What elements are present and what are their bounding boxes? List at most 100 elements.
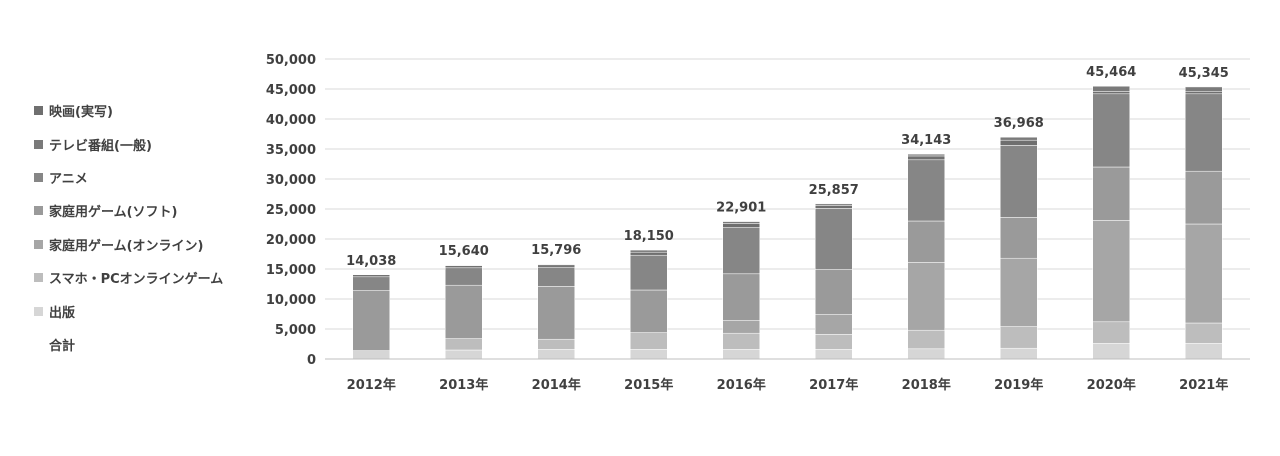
total-label: 22,901 [716, 201, 766, 216]
total-label: 25,857 [809, 183, 859, 198]
total-label: 15,640 [439, 244, 489, 259]
bar-segment [722, 227, 760, 275]
y-tick-label: 35,000 [266, 143, 316, 158]
bar-segment [1092, 343, 1130, 360]
y-tick-label: 40,000 [266, 113, 316, 128]
y-tick-label: 0 [307, 353, 316, 368]
bar-segment [537, 349, 575, 360]
bar-segment [1185, 170, 1223, 225]
bar-segment [352, 274, 390, 278]
bar-segment [907, 153, 945, 157]
bar-segment [537, 286, 575, 340]
bar-segment [722, 332, 760, 350]
legend-label: アニメ [49, 171, 88, 187]
bar-segment [537, 266, 575, 287]
bar-segment [1185, 86, 1223, 92]
bar-segment [815, 205, 853, 209]
bar-segment [722, 221, 760, 224]
bar-segment [815, 269, 853, 315]
legend-item: スマホ・PCオンラインゲーム [34, 261, 254, 294]
bar-segment [630, 349, 668, 360]
bar-segment [1000, 347, 1038, 360]
x-tick-label: 2012年 [347, 377, 396, 393]
bar-segment [907, 262, 945, 331]
x-tick-label: 2020年 [1087, 377, 1136, 393]
bar-segment [907, 220, 945, 263]
y-tick-label: 50,000 [266, 53, 316, 68]
legend-label: 出版 [49, 305, 76, 321]
bar-segment [1000, 136, 1038, 141]
legend-label: 家庭用ゲーム(オンライン) [49, 238, 204, 254]
bar-segment [445, 267, 483, 286]
legend-label: スマホ・PCオンラインゲーム [49, 272, 224, 288]
bar-segment [445, 265, 483, 269]
legend-label: 家庭用ゲーム(ソフト) [49, 205, 178, 221]
bar-segment [445, 338, 483, 351]
legend-item: 映画(実写) [34, 94, 254, 127]
bar-segment [1000, 257, 1038, 327]
bar-segment [630, 289, 668, 333]
x-tick-label: 2019年 [994, 377, 1043, 393]
x-tick-label: 2017年 [809, 377, 858, 393]
legend-swatch [34, 106, 43, 116]
legend-swatch [34, 206, 43, 216]
legend-label: 映画(実写) [49, 105, 113, 121]
chart-legend: 映画(実写) テレビ番組(一般) アニメ家庭用ゲーム(ソフト) 家庭用ゲーム(オンライ… [34, 94, 254, 361]
total-label: 45,345 [1179, 66, 1229, 81]
bar-segment [445, 264, 483, 267]
total-label: 15,796 [531, 243, 581, 258]
x-tick-label: 2021年 [1179, 377, 1228, 393]
bar-segment [1000, 139, 1038, 146]
x-tick-label: 2014年 [532, 377, 581, 393]
bar-segment [815, 314, 853, 335]
bar-segment [537, 264, 575, 268]
bar-segment [815, 208, 853, 270]
x-tick-label: 2016年 [717, 377, 766, 393]
y-tick-label: 15,000 [266, 263, 316, 278]
bar-segment [722, 349, 760, 360]
y-tick-label: 20,000 [266, 233, 316, 248]
legend-item: 合計 [34, 328, 254, 361]
bar-segment [1092, 85, 1130, 92]
bar-segment [1185, 223, 1223, 324]
legend-item: テレビ番組(一般) [34, 127, 254, 160]
bar-segment [537, 338, 575, 350]
bar-segment [1092, 321, 1130, 344]
total-label: 34,143 [901, 133, 951, 148]
total-label: 45,464 [1086, 65, 1136, 80]
bar-segment [630, 332, 668, 350]
y-tick-label: 30,000 [266, 173, 316, 188]
x-tick-label: 2018年 [902, 377, 951, 393]
bar-segment [907, 348, 945, 360]
legend-swatch [34, 139, 43, 149]
bar-segment [1185, 322, 1223, 344]
bar-segment [445, 284, 483, 339]
bar-segment [1092, 220, 1130, 323]
bar-segment [445, 349, 483, 360]
legend-label: 合計 [49, 338, 76, 354]
bar-segment [1185, 93, 1223, 172]
total-label: 14,038 [346, 254, 396, 269]
bar-segment [352, 350, 390, 360]
bar-segment [1185, 343, 1223, 360]
bar-segment [630, 251, 668, 256]
total-label: 18,150 [624, 229, 674, 244]
bar-segment [630, 249, 668, 253]
bar-segment [722, 320, 760, 334]
y-tick-label: 5,000 [275, 323, 316, 338]
legend-swatch [34, 239, 43, 249]
bar-segment [907, 329, 945, 350]
legend-swatch [34, 273, 43, 283]
bar-segment [1000, 217, 1038, 259]
bar-segment [1000, 145, 1038, 218]
bar-segment [537, 263, 575, 266]
x-tick-label: 2015年 [624, 377, 673, 393]
bar-segment [1092, 166, 1130, 221]
legend-swatch [34, 172, 43, 182]
legend-swatch [34, 306, 43, 316]
y-tick-label: 10,000 [266, 293, 316, 308]
bar-segment [1092, 93, 1130, 168]
y-tick-label: 45,000 [266, 83, 316, 98]
legend-item: 家庭用ゲーム(ソフト) [34, 194, 254, 227]
